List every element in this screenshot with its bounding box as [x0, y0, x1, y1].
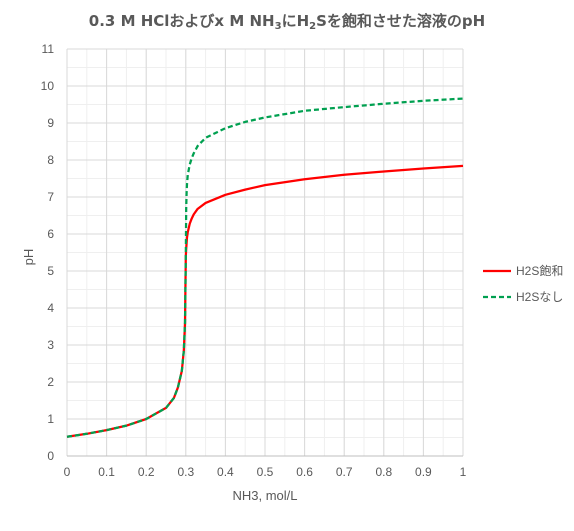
x-tick-label: 0.3	[177, 465, 194, 479]
legend-label: H2Sなし	[516, 290, 563, 304]
y-tick-label: 3	[47, 338, 54, 352]
chart-title-part: Sを飽和させた溶液のpH	[316, 12, 486, 30]
y-tick-label: 2	[47, 375, 54, 389]
series-lines	[66, 97, 464, 438]
x-tick-label: 0	[64, 465, 71, 479]
x-tick-label: 0.5	[257, 465, 274, 479]
y-tick-label: 10	[41, 79, 55, 93]
y-tick-label: 4	[47, 301, 54, 315]
y-tick-label: 8	[47, 153, 54, 167]
x-tick-label: 0.9	[415, 465, 432, 479]
y-tick-label: 7	[47, 190, 54, 204]
legend: H2S飽和 H2Sなし	[483, 263, 563, 304]
chart-title-part: 0.3 M HClおよびx M NH	[88, 12, 275, 30]
x-tick-label: 0.7	[336, 465, 353, 479]
chart-title-part: にH	[281, 12, 310, 30]
y-tick-labels: 0 1 2 3 4 5 6 7 8 9 10 11	[41, 42, 55, 463]
chart-title: 0.3 M HClおよびx M NH3にH2Sを飽和させた溶液のpH	[0, 10, 574, 32]
y-tick-label: 5	[47, 264, 54, 278]
y-axis-label: pH	[21, 249, 36, 266]
x-tick-label: 0.4	[217, 465, 234, 479]
y-tick-label: 11	[42, 42, 55, 56]
y-tick-label: 0	[47, 449, 54, 463]
x-axis-label: NH3, mol/L	[232, 488, 297, 503]
x-tick-label: 0.2	[138, 465, 155, 479]
x-tick-label: 0.6	[296, 465, 313, 479]
y-tick-label: 6	[47, 227, 54, 241]
major-gridlines	[66, 48, 464, 457]
x-tick-label: 0.8	[375, 465, 392, 479]
legend-label: H2S飽和	[516, 263, 563, 278]
x-tick-label: 0.1	[98, 465, 115, 479]
x-tick-label: 1	[460, 465, 467, 479]
y-tick-label: 1	[47, 412, 54, 426]
chart-title-part: 2	[309, 21, 317, 32]
x-tick-labels: 0 0.1 0.2 0.3 0.4 0.5 0.6 0.7 0.8 0.9 1	[64, 465, 467, 479]
series-line-1	[66, 97, 464, 438]
chart-title-part: 3	[274, 21, 282, 32]
y-tick-label: 9	[47, 116, 54, 130]
